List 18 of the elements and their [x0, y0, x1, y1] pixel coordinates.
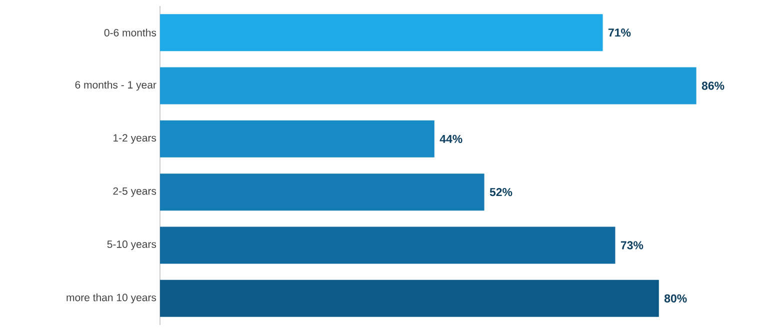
y-tick-label: more than 10 years	[66, 294, 156, 304]
y-tick-label: 5-10 years	[107, 240, 156, 250]
data-label: 73%	[620, 241, 644, 250]
y-tick-label: 0-6 months	[104, 28, 156, 36]
y-tick-label: 1-2 years	[114, 134, 156, 144]
bar	[160, 67, 696, 104]
bar	[160, 226, 616, 264]
bar	[160, 120, 434, 158]
bar	[160, 14, 603, 52]
data-label: 86%	[702, 82, 724, 90]
data-label: 80%	[664, 294, 687, 302]
bar	[160, 174, 484, 211]
y-tick-label: 2-5 years	[113, 187, 156, 197]
bar	[160, 280, 659, 317]
y-tick-label: 6 months - 1 year	[75, 80, 156, 91]
data-label: 71%	[608, 28, 631, 37]
data-label: 44%	[440, 134, 462, 143]
data-label: 52%	[490, 188, 512, 196]
